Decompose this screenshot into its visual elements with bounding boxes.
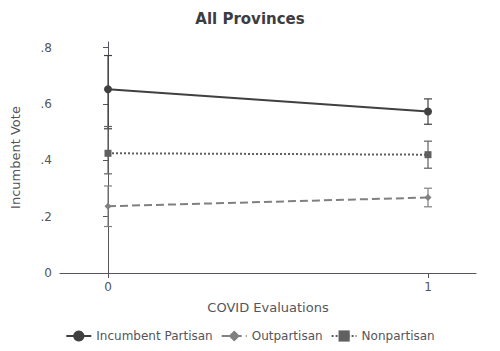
svg-text:.4: .4 (41, 153, 52, 167)
svg-text:1: 1 (424, 280, 432, 294)
svg-text:Nonpartisan: Nonpartisan (362, 329, 435, 343)
svg-text:COVID Evaluations: COVID Evaluations (207, 300, 329, 315)
svg-text:Incumbent Vote: Incumbent Vote (8, 106, 23, 209)
svg-text:0: 0 (104, 280, 112, 294)
svg-text:0: 0 (44, 266, 52, 280)
svg-text:Outpartisan: Outpartisan (252, 329, 323, 343)
svg-text:.6: .6 (41, 97, 52, 111)
svg-text:Incumbent Partisan: Incumbent Partisan (96, 329, 212, 343)
svg-text:.2: .2 (41, 210, 52, 224)
svg-text:.8: .8 (41, 41, 52, 55)
svg-text:All Provinces: All Provinces (195, 10, 304, 28)
